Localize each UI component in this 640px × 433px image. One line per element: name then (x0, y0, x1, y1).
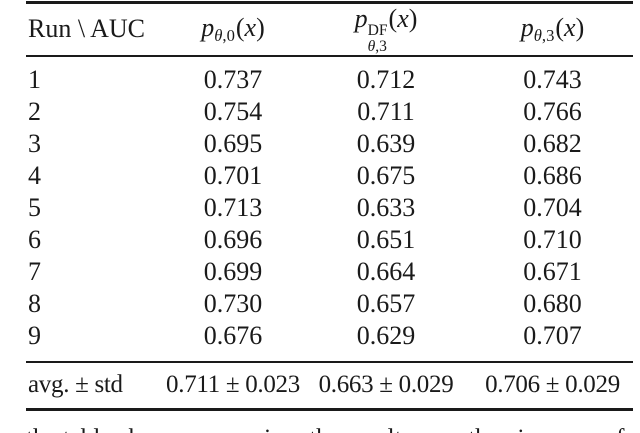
auc-value: 0.737 (203, 64, 263, 94)
superscript-subscript-stack: DF θ,3 (367, 22, 388, 55)
run-number: 1 (28, 64, 41, 94)
auc-value: 0.743 (523, 64, 582, 94)
header-run-auc: Run \ AUC (26, 2, 166, 57)
table-row: 3 0.695 0.639 0.682 (26, 128, 633, 160)
subscript: θ,3 (533, 25, 555, 45)
run-number: 2 (28, 96, 41, 126)
run-number: 9 (28, 320, 41, 350)
table-row: 6 0.696 0.651 0.710 (26, 224, 633, 256)
table-body: 1 0.737 0.712 0.743 2 0.754 0.711 0.766 3 0.695 0.… (26, 56, 633, 362)
run-number: 4 (28, 160, 41, 190)
header-p-df-theta-3: p DF θ,3 (x) (300, 2, 472, 57)
auc-value: 0.730 (203, 288, 263, 318)
auc-value: 0.633 (356, 192, 416, 222)
auc-value: 0.676 (203, 320, 263, 350)
header-row: Run \ AUC pθ,0(x) p DF θ,3 (x) pθ,3(x) (26, 2, 633, 57)
auc-value: 0.629 (356, 320, 416, 350)
auc-value: 0.682 (523, 128, 582, 158)
auc-value: 0.675 (356, 160, 416, 190)
summary-value-col3: 0.706 ± 0.029 (472, 360, 633, 410)
header-p-theta-3: pθ,3(x) (472, 2, 633, 57)
run-number: 3 (28, 128, 41, 158)
auc-value: 0.712 (356, 64, 416, 94)
auc-value: 0.695 (203, 128, 263, 158)
run-number: 7 (28, 256, 41, 286)
table-row: 8 0.730 0.657 0.680 (26, 288, 633, 320)
auc-results-table: Run \ AUC pθ,0(x) p DF θ,3 (x) pθ,3(x) 1 0.7… (26, 1, 633, 411)
auc-value: 0.701 (203, 160, 263, 190)
run-number: 5 (28, 192, 41, 222)
auc-value: 0.704 (523, 192, 582, 222)
auc-value: 0.713 (203, 192, 263, 222)
auc-value: 0.707 (523, 320, 582, 350)
table-row: 7 0.699 0.664 0.671 (26, 256, 633, 288)
auc-value: 0.680 (523, 288, 582, 318)
table-row: 4 0.701 0.675 0.686 (26, 160, 633, 192)
auc-value: 0.664 (356, 256, 416, 286)
auc-value: 0.754 (203, 96, 263, 126)
table-row: 5 0.713 0.633 0.704 (26, 192, 633, 224)
auc-value: 0.711 (357, 96, 415, 126)
auc-value: 0.686 (523, 160, 582, 190)
summary-value-col2: 0.663 ± 0.029 (300, 360, 472, 410)
auc-value: 0.639 (356, 128, 416, 158)
table-row: 9 0.676 0.629 0.707 (26, 320, 633, 362)
auc-value: 0.710 (523, 224, 582, 254)
auc-value: 0.696 (203, 224, 263, 254)
auc-value: 0.766 (523, 96, 582, 126)
summary-row: avg. ± std 0.711 ± 0.023 0.663 ± 0.029 0… (26, 360, 633, 410)
table-row: 2 0.754 0.711 0.766 (26, 96, 633, 128)
auc-value: 0.651 (356, 224, 416, 254)
cropped-caption-line: the table above summarizes the results o… (26, 424, 633, 433)
auc-value: 0.699 (203, 256, 263, 286)
subscript: θ,0 (214, 25, 235, 45)
auc-value: 0.657 (356, 288, 416, 318)
header-p-theta-0: pθ,0(x) (166, 2, 300, 57)
run-number: 8 (28, 288, 41, 318)
summary-label: avg. ± std (26, 360, 166, 410)
auc-value: 0.671 (523, 256, 582, 286)
table-row: 1 0.737 0.712 0.743 (26, 56, 633, 96)
caption-text: the table above summarizes the results o… (26, 425, 624, 433)
summary-value-col1: 0.711 ± 0.023 (166, 360, 300, 410)
run-number: 6 (28, 224, 41, 254)
